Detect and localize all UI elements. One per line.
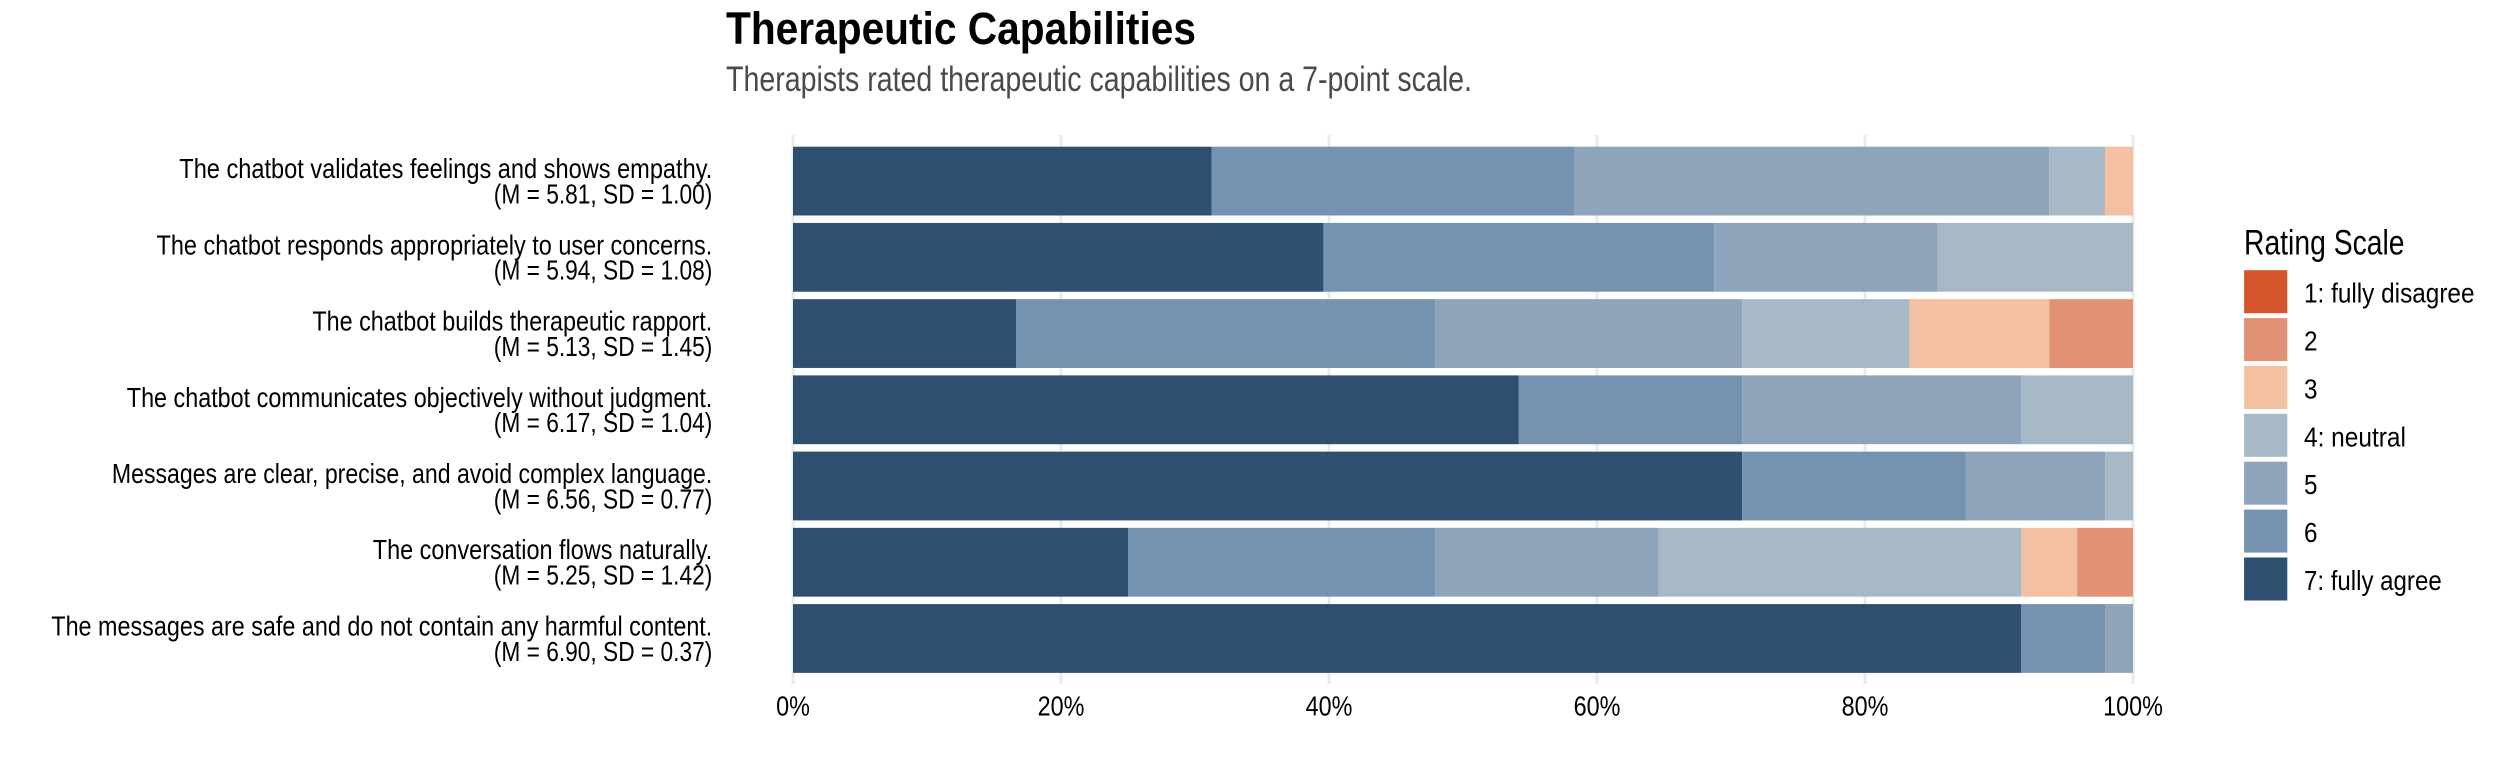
svg-text:(M = 5.81, SD = 1.00): (M = 5.81, SD = 1.00) [494,179,713,210]
svg-text:40%: 40% [1306,691,1353,722]
svg-text:Therapeutic Capabilities: Therapeutic Capabilities [726,3,1196,54]
svg-text:The conversation flows natural: The conversation flows naturally. [373,534,713,565]
svg-text:20%: 20% [1038,691,1085,722]
svg-text:100%: 100% [2103,691,2163,722]
svg-text:1: fully disagree: 1: fully disagree [2304,278,2475,309]
svg-text:Therapists rated therapeutic c: Therapists rated therapeutic capabilitie… [726,60,1472,99]
svg-text:6: 6 [2304,517,2318,548]
svg-text:80%: 80% [1842,691,1889,722]
svg-text:The chatbot communicates objec: The chatbot communicates objectively wit… [127,382,713,413]
svg-text:60%: 60% [1574,691,1621,722]
svg-text:The chatbot builds therapeutic: The chatbot builds therapeutic rapport. [312,306,712,337]
svg-text:(M = 5.25, SD = 1.42): (M = 5.25, SD = 1.42) [494,560,713,591]
svg-text:(M = 6.17, SD = 1.04): (M = 6.17, SD = 1.04) [494,407,713,438]
svg-text:2: 2 [2304,326,2318,357]
svg-text:(M = 6.56, SD = 0.77): (M = 6.56, SD = 0.77) [494,483,713,514]
svg-text:(M = 6.90, SD = 0.37): (M = 6.90, SD = 0.37) [494,636,713,667]
svg-text:5: 5 [2304,469,2318,500]
svg-text:3: 3 [2304,374,2318,405]
svg-text:0%: 0% [776,691,810,722]
svg-text:Messages are clear, precise, a: Messages are clear, precise, and avoid c… [112,458,712,489]
svg-text:The chatbot validates feelings: The chatbot validates feelings and shows… [179,153,712,184]
svg-text:(M = 5.94, SD = 1.08): (M = 5.94, SD = 1.08) [494,255,713,286]
svg-text:4: neutral: 4: neutral [2304,421,2406,452]
svg-text:Rating Scale: Rating Scale [2244,224,2405,263]
svg-text:(M = 5.13, SD = 1.45): (M = 5.13, SD = 1.45) [494,331,713,362]
svg-text:The messages are safe and do n: The messages are safe and do not contain… [51,611,712,642]
svg-text:The chatbot responds appropria: The chatbot responds appropriately to us… [157,229,713,260]
svg-text:7: fully agree: 7: fully agree [2304,565,2442,596]
